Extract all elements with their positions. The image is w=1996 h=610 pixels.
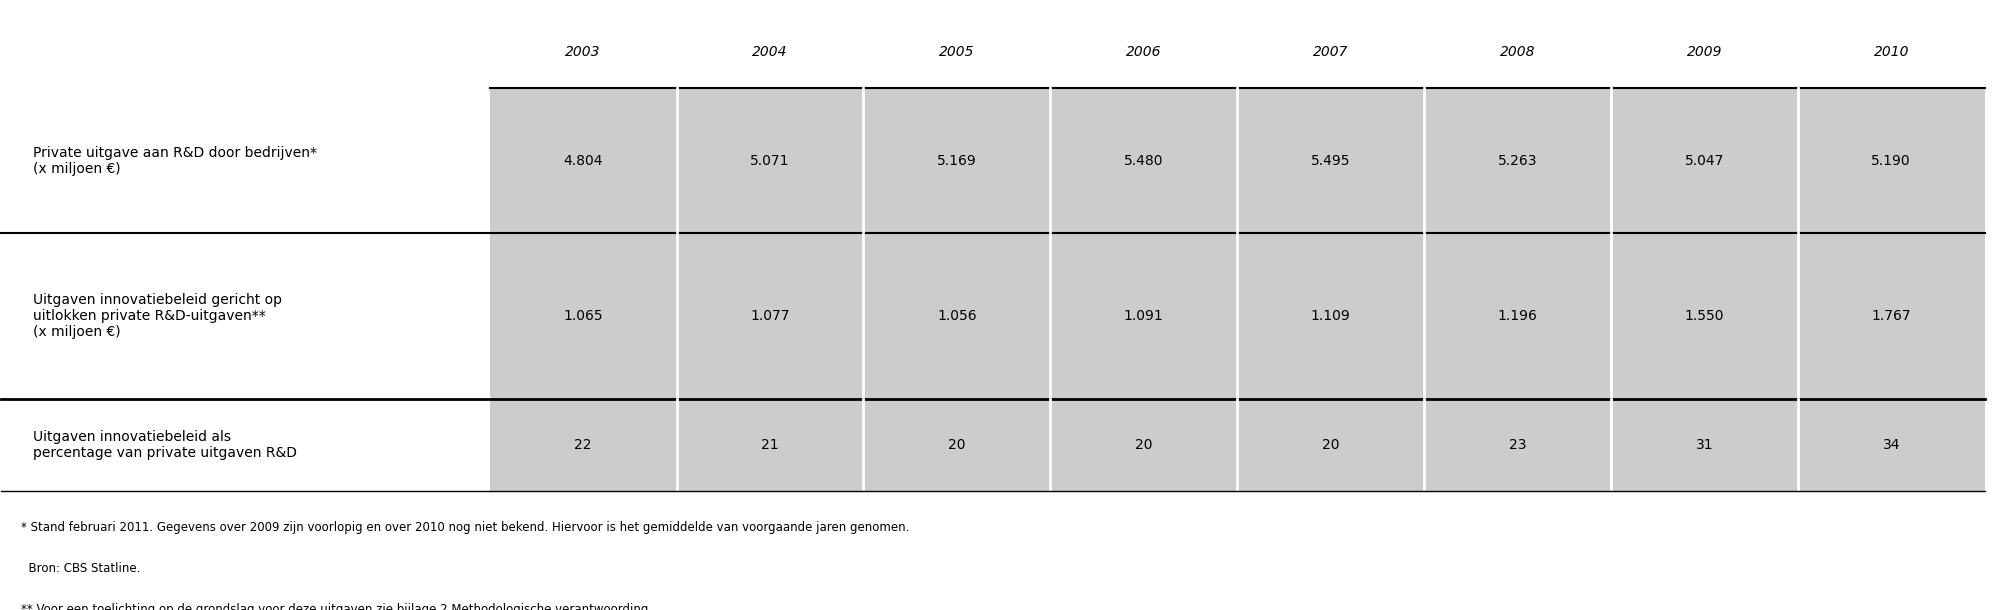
Text: 1.091: 1.091 <box>1124 309 1164 323</box>
FancyBboxPatch shape <box>677 16 864 88</box>
FancyBboxPatch shape <box>1050 399 1238 490</box>
Text: Uitgaven innovatiebeleid gericht op
uitlokken private R&D-uitgaven**
(x miljoen : Uitgaven innovatiebeleid gericht op uitl… <box>34 293 281 339</box>
Text: 23: 23 <box>1509 438 1527 452</box>
Text: ** Voor een toelichting op de grondslag voor deze uitgaven zie bijlage 2 Methodo: ** Voor een toelichting op de grondslag … <box>22 603 653 610</box>
FancyBboxPatch shape <box>1423 16 1611 88</box>
Text: 34: 34 <box>1882 438 1900 452</box>
FancyBboxPatch shape <box>677 88 864 233</box>
FancyBboxPatch shape <box>677 399 864 490</box>
FancyBboxPatch shape <box>864 16 1050 88</box>
FancyBboxPatch shape <box>1798 88 1984 233</box>
FancyBboxPatch shape <box>1798 233 1984 399</box>
Text: 2009: 2009 <box>1687 45 1723 59</box>
Text: Bron: CBS Statline.: Bron: CBS Statline. <box>22 562 140 575</box>
FancyBboxPatch shape <box>864 399 1050 490</box>
Text: 5.169: 5.169 <box>936 154 976 168</box>
Text: 4.804: 4.804 <box>563 154 603 168</box>
FancyBboxPatch shape <box>1798 16 1984 88</box>
FancyBboxPatch shape <box>22 88 489 233</box>
Text: 31: 31 <box>1695 438 1713 452</box>
FancyBboxPatch shape <box>1050 88 1238 233</box>
FancyBboxPatch shape <box>1798 399 1984 490</box>
FancyBboxPatch shape <box>1611 233 1798 399</box>
FancyBboxPatch shape <box>1238 233 1423 399</box>
FancyBboxPatch shape <box>1238 88 1423 233</box>
FancyBboxPatch shape <box>1423 88 1611 233</box>
Text: 5.263: 5.263 <box>1497 154 1537 168</box>
Text: 2007: 2007 <box>1313 45 1349 59</box>
FancyBboxPatch shape <box>489 399 677 490</box>
FancyBboxPatch shape <box>489 88 677 233</box>
Text: 20: 20 <box>1136 438 1152 452</box>
FancyBboxPatch shape <box>22 233 489 399</box>
Text: 2005: 2005 <box>940 45 974 59</box>
FancyBboxPatch shape <box>1423 399 1611 490</box>
Text: 21: 21 <box>760 438 778 452</box>
Text: Uitgaven innovatiebeleid als
percentage van private uitgaven R&D: Uitgaven innovatiebeleid als percentage … <box>34 429 297 460</box>
FancyBboxPatch shape <box>1238 16 1423 88</box>
Text: 5.480: 5.480 <box>1124 154 1164 168</box>
FancyBboxPatch shape <box>1611 88 1798 233</box>
FancyBboxPatch shape <box>1050 16 1238 88</box>
Text: 1.550: 1.550 <box>1685 309 1725 323</box>
Text: 2008: 2008 <box>1499 45 1535 59</box>
FancyBboxPatch shape <box>864 233 1050 399</box>
Text: 1.767: 1.767 <box>1872 309 1910 323</box>
Text: 2010: 2010 <box>1874 45 1908 59</box>
FancyBboxPatch shape <box>22 399 489 490</box>
FancyBboxPatch shape <box>489 16 677 88</box>
Text: 2003: 2003 <box>565 45 601 59</box>
Text: 20: 20 <box>948 438 966 452</box>
Text: 1.196: 1.196 <box>1497 309 1537 323</box>
FancyBboxPatch shape <box>1423 233 1611 399</box>
Text: 5.495: 5.495 <box>1311 154 1351 168</box>
Text: 22: 22 <box>575 438 593 452</box>
Text: 5.047: 5.047 <box>1685 154 1725 168</box>
Text: 1.056: 1.056 <box>936 309 976 323</box>
Text: 2004: 2004 <box>752 45 788 59</box>
FancyBboxPatch shape <box>677 233 864 399</box>
Text: Private uitgave aan R&D door bedrijven*
(x miljoen €): Private uitgave aan R&D door bedrijven* … <box>34 146 317 176</box>
FancyBboxPatch shape <box>864 88 1050 233</box>
FancyBboxPatch shape <box>1050 233 1238 399</box>
Text: 1.109: 1.109 <box>1311 309 1351 323</box>
Text: 2006: 2006 <box>1126 45 1162 59</box>
Text: 5.190: 5.190 <box>1872 154 1910 168</box>
Text: 5.071: 5.071 <box>750 154 790 168</box>
FancyBboxPatch shape <box>489 233 677 399</box>
Text: * Stand februari 2011. Gegevens over 2009 zijn voorlopig en over 2010 nog niet b: * Stand februari 2011. Gegevens over 200… <box>22 522 910 534</box>
FancyBboxPatch shape <box>1611 16 1798 88</box>
FancyBboxPatch shape <box>1238 399 1423 490</box>
Text: 20: 20 <box>1321 438 1339 452</box>
FancyBboxPatch shape <box>1611 399 1798 490</box>
Text: 1.077: 1.077 <box>750 309 790 323</box>
Text: 1.065: 1.065 <box>563 309 603 323</box>
